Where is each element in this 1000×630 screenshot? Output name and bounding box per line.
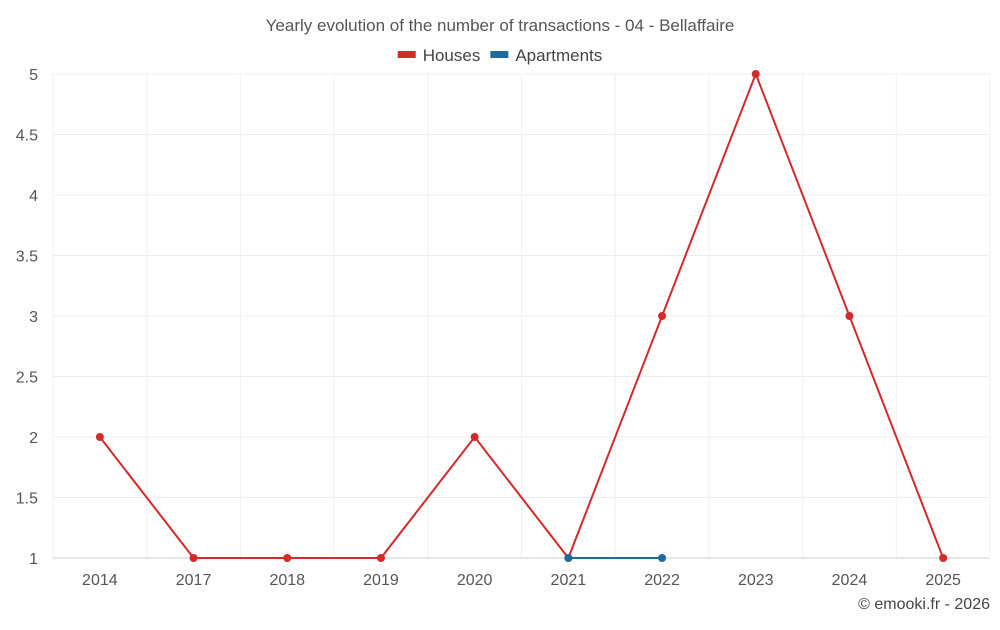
y-tick-label: 1: [29, 551, 38, 568]
y-tick-label: 5: [29, 67, 38, 84]
legend-swatch-apartments: [490, 51, 509, 58]
legend: Houses Apartments: [397, 46, 602, 65]
data-point-houses-2020: [470, 433, 479, 441]
chart-title: Yearly evolution of the number of transa…: [266, 16, 735, 35]
x-tick-label: 2022: [644, 572, 680, 589]
x-tick-label: 2019: [363, 572, 399, 589]
y-tick-label: 2: [29, 430, 38, 447]
y-tick-label: 3: [29, 309, 38, 326]
legend-swatch-houses: [397, 51, 416, 58]
data-point-houses-2023: [751, 70, 760, 78]
data-point-houses-2025: [939, 554, 948, 562]
x-tick-label: 2025: [925, 572, 961, 589]
series-line-houses: [99, 73, 945, 559]
y-tick-label: 4.5: [16, 128, 38, 145]
x-tick-label: 2020: [457, 572, 493, 589]
y-tick-label: 2.5: [16, 370, 38, 387]
x-tick-label: 2014: [82, 572, 118, 589]
data-point-apartments-2021: [564, 554, 573, 562]
y-tick-label: 3.5: [16, 249, 38, 266]
data-point-apartments-2022: [658, 554, 667, 562]
data-point-houses-2024: [845, 312, 854, 320]
x-tick-label: 2017: [176, 572, 212, 589]
y-tick-label: 4: [29, 188, 38, 205]
x-tick-label: 2023: [738, 572, 774, 589]
series-apartments: [564, 554, 667, 562]
y-axis: 1 1.5 2 2.5 3 3.5 4 4.5 5: [16, 67, 38, 568]
x-tick-label: 2024: [832, 572, 868, 589]
data-point-houses-2017: [189, 554, 198, 562]
credit-text: © emooki.fr - 2026: [858, 596, 990, 613]
x-axis: 2014 2017 2018 2019 2020 2021 2022 2023 2024 2025: [82, 572, 961, 589]
series-layer: [95, 70, 948, 562]
x-tick-label: 2018: [269, 572, 305, 589]
grid: [52, 73, 991, 559]
data-point-houses-2014: [95, 433, 104, 441]
data-point-houses-2019: [376, 554, 385, 562]
legend-label-houses: Houses: [423, 46, 481, 65]
data-point-houses-2022: [658, 312, 667, 320]
y-tick-label: 1.5: [16, 491, 38, 508]
legend-label-apartments: Apartments: [515, 46, 602, 65]
x-tick-label: 2021: [551, 572, 587, 589]
data-point-houses-2018: [283, 554, 292, 562]
